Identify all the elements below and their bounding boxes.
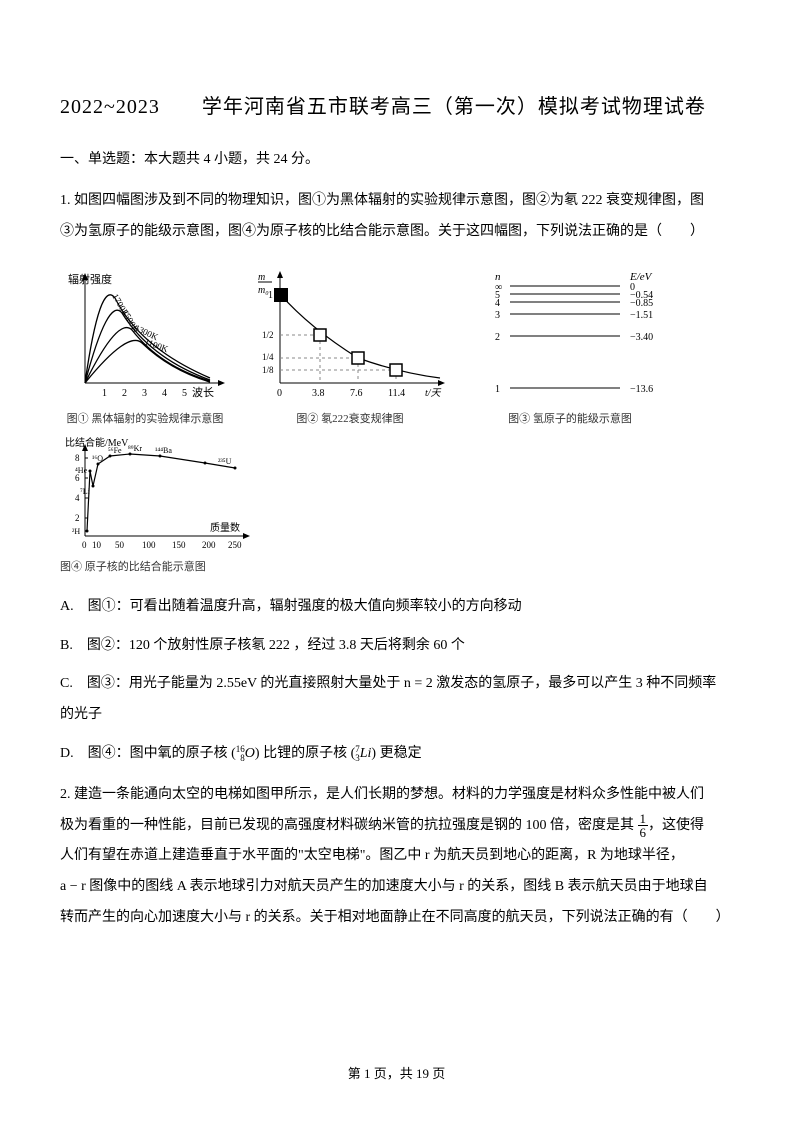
q2-fraction: 16: [638, 812, 649, 839]
fig4-xt6: 250: [228, 540, 242, 550]
fig2-yt3: 1/8: [262, 365, 274, 375]
fig4-yt0: 2: [75, 513, 80, 523]
q1-optc-p1: C. 图③：用光子能量为 2.55eV 的光直接照射大量处于 n = 2 激发态…: [60, 676, 716, 691]
fig4-l4: ⁵⁶Fe: [108, 446, 122, 455]
q2-frac-den: 6: [638, 826, 649, 839]
fig2-xt0: 0: [277, 388, 282, 399]
figure-1: 辐射强度 波长 1700K 1500K 1300K 1100K 1 2 3 4 …: [60, 268, 230, 426]
fig4-xt0: 0: [82, 540, 87, 550]
q1-optc-p2: 的光子: [60, 707, 102, 722]
fig4-l1: ⁷Li: [80, 487, 91, 496]
fig2-xlabel: t/天: [425, 388, 442, 399]
fig4-yt3: 8: [75, 453, 80, 463]
q2-line4: a − r 图像中的图线 A 表示地球引力对航天员产生的加速度大小与 r 的关系…: [60, 879, 708, 894]
fig3-n1: 1: [495, 384, 500, 395]
q2-line3: 人们有望在赤道上建造垂直于水平面的"太空电梯"。图乙中 r 为航天员到地心的距离…: [60, 848, 684, 863]
fig4-xt3: 100: [142, 540, 156, 550]
fig2-xt3: 11.4: [388, 388, 405, 399]
q2-frac-num: 1: [638, 812, 649, 826]
fig3-n3: 3: [495, 310, 500, 321]
fig3-e3: −1.51: [630, 310, 653, 321]
fig4-l2: ⁴He: [75, 466, 88, 475]
figure-3: n E/eV ∞0 5 −0.54 4 −0.85 3 −1.51 2 −3.4…: [470, 268, 670, 426]
q2-line2-p2: ，这使得: [648, 818, 704, 833]
q2-stem: 2. 建造一条能通向太空的电梯如图甲所示，是人们长期的梦想。材料的力学强度是材料…: [60, 780, 733, 934]
figure-4: 比结合能/MeV 质量数 2 4 6 8 0 10 50 100 150 200…: [60, 436, 733, 574]
fig2-xt1: 3.8: [312, 388, 325, 399]
fig2-yt1: 1/2: [262, 330, 274, 340]
q2-line1: 2. 建造一条能通向太空的电梯如图甲所示，是人们长期的梦想。材料的力学强度是材料…: [60, 787, 704, 802]
fig1-svg: 辐射强度 波长 1700K 1500K 1300K 1100K 1 2 3 4 …: [60, 268, 230, 408]
q1-optd-li: Li: [360, 746, 372, 761]
q1-stem-line1: 1. 如图四幅图涉及到不同的物理知识，图①为黑体辐射的实验规律示意图，图②为氡 …: [60, 193, 704, 208]
fig4-caption: 图④ 原子核的比结合能示意图: [60, 558, 206, 574]
fig2-yt2: 1/4: [262, 352, 274, 362]
fig2-xt2: 7.6: [350, 388, 363, 399]
fig3-levels: ∞0 5 −0.54 4 −0.85 3 −1.51 2 −3.40 1 −13…: [495, 282, 653, 395]
q1-option-d: D. 图④：图中氧的原子核 (168O) 比锂的原子核 (73Li) 更稳定: [60, 739, 733, 770]
q1-optd-p2: ) 比锂的原子核 (: [255, 746, 355, 761]
fig4-l3: ¹⁶O: [92, 454, 103, 463]
page-footer: 第 1 页，共 19 页: [0, 1063, 793, 1082]
fig4-xt2: 50: [115, 540, 125, 550]
fig1-xlabel: 波长: [192, 386, 214, 399]
q1-option-a: A. 图①：可看出随着温度升高，辐射强度的极大值向频率较小的方向移动: [60, 592, 733, 623]
fig1-xt3: 4: [162, 388, 167, 399]
fig1-xt2: 3: [142, 388, 147, 399]
fig4-xlabel: 质量数: [210, 521, 240, 534]
fig1-xt0: 1: [102, 388, 107, 399]
q1-option-b: B. 图②：120 个放射性原子核氡 222 ，经过 3.8 天后将剩余 60 …: [60, 631, 733, 662]
fig3-e4: −0.85: [630, 298, 653, 309]
figures-row-1: 辐射强度 波长 1700K 1500K 1300K 1100K 1 2 3 4 …: [60, 268, 733, 426]
fig1-caption: 图① 黑体辐射的实验规律示意图: [67, 410, 224, 426]
fig4-xt1: 10: [92, 540, 102, 550]
q1-optd-p1: D. 图④：图中氧的原子核 (: [60, 746, 236, 761]
fig1-xt1: 2: [122, 388, 127, 399]
fig3-e2: −3.40: [630, 332, 653, 343]
section-header: 一、单选题：本大题共 4 小题，共 24 分。: [60, 147, 733, 172]
q1-stem-line2: ③为氢原子的能级示意图，图④为原子核的比结合能示意图。关于这四幅图，下列说法正确…: [60, 224, 704, 239]
fig4-l0: ²H: [72, 527, 80, 536]
q2-line2-p1: 极为看重的一种性能，目前已发现的高强度材料碳纳米管的抗拉强度是钢的 100 倍，…: [60, 818, 638, 833]
exam-title: 2022~2023 学年河南省五市联考高三（第一次）模拟考试物理试卷: [60, 90, 733, 119]
fig4-svg: 比结合能/MeV 质量数 2 4 6 8 0 10 50 100 150 200…: [60, 436, 260, 556]
fig4-l5: ⁸⁹Kr: [128, 444, 142, 453]
fig1-ylabel: 辐射强度: [68, 272, 112, 286]
q1-option-c: C. 图③：用光子能量为 2.55eV 的光直接照射大量处于 n = 2 激发态…: [60, 669, 733, 731]
fig4-l7: ²³⁵U: [218, 457, 232, 466]
fig4-xt5: 200: [202, 540, 216, 550]
fig3-n4: 4: [495, 298, 500, 309]
q1-optd-p3: ) 更稳定: [371, 746, 421, 761]
q1-optd-o: O: [245, 746, 255, 761]
fig4-xt4: 150: [172, 540, 186, 550]
fig3-caption: 图③ 氢原子的能级示意图: [508, 410, 632, 426]
q2-line5: 转而产生的向心加速度大小与 r 的关系。关于相对地面静止在不同高度的航天员，下列…: [60, 910, 730, 925]
fig3-e1: −13.6: [630, 384, 653, 395]
fig2-svg: m m₀ t/天 1 1/2 1/4 1/8 0 3.8 7.6 11.4: [250, 268, 450, 408]
fig2-caption: 图② 氡222衰变规律图: [296, 410, 403, 426]
fig3-svg: n E/eV ∞0 5 −0.54 4 −0.85 3 −1.51 2 −3.4…: [470, 268, 670, 408]
fig2-yt0: 1: [268, 290, 273, 301]
q1-stem: 1. 如图四幅图涉及到不同的物理知识，图①为黑体辐射的实验规律示意图，图②为氡 …: [60, 186, 733, 248]
fig4-l6: ¹⁴⁴Ba: [155, 446, 172, 455]
fig2-ylt: m: [258, 272, 265, 283]
fig3-n2: 2: [495, 332, 500, 343]
figure-2: m m₀ t/天 1 1/2 1/4 1/8 0 3.8 7.6 11.4: [250, 268, 450, 426]
fig1-xt4: 5: [182, 388, 187, 399]
